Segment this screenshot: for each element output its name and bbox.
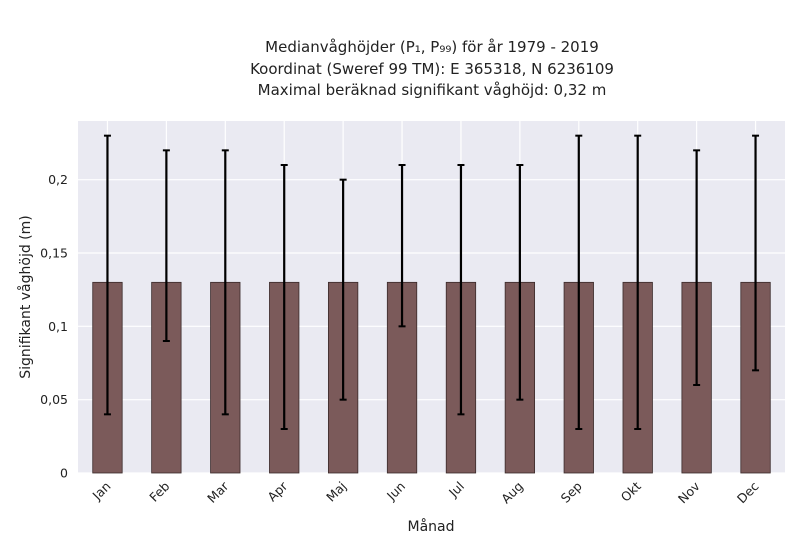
error-bars: [103, 134, 760, 430]
plot-area: [78, 121, 785, 473]
y-axis-label: Signifikant våghöjd (m): [17, 215, 34, 378]
chart-title-line-3: Maximal beräknad signifikant våghöjd: 0,…: [258, 81, 607, 99]
error-bar-sep: [575, 134, 583, 430]
chart-title-line-1: Medianvåghöjder (P₁, P₉₉) för år 1979 - …: [265, 38, 599, 56]
y-tick-label: 0,1: [48, 319, 68, 334]
x-tick-label: Jun: [383, 479, 408, 504]
bars: [92, 281, 771, 474]
y-tick-label: 0,15: [40, 246, 68, 261]
error-bar-maj: [339, 178, 347, 401]
error-bar-aug: [516, 164, 524, 401]
x-tick-label: Maj: [323, 479, 349, 505]
chart-title: Medianvåghöjder (P₁, P₉₉) för år 1979 - …: [250, 38, 614, 99]
y-tick-label: 0,2: [48, 172, 68, 187]
chart-title-line-2: Koordinat (Sweref 99 TM): E 365318, N 62…: [250, 60, 614, 78]
y-tick-label: 0,05: [40, 392, 68, 407]
x-tick-label: Jan: [89, 479, 114, 504]
error-bar-jan: [103, 134, 111, 416]
x-tick-label: Jul: [445, 479, 467, 501]
x-tick-label: Apr: [264, 478, 291, 505]
error-bar-okt: [634, 134, 642, 430]
x-axis-label: Månad: [408, 518, 455, 535]
x-axis-ticks: Jan Feb Mar Apr Maj Jun Jul Aug Sep Okt Nov Dec: [89, 478, 762, 506]
x-tick-label: Sep: [558, 478, 585, 505]
error-bar-jun: [398, 164, 406, 328]
x-tick-label: Okt: [618, 478, 644, 504]
x-tick-label: Feb: [146, 478, 172, 504]
error-bar-feb: [162, 149, 170, 342]
error-bar-nov: [693, 149, 701, 386]
error-bar-jul: [457, 164, 465, 416]
error-bar-mar: [221, 149, 229, 416]
y-axis-ticks: 0 0,05 0,1 0,15 0,2: [40, 172, 68, 480]
error-bar-dec: [752, 134, 760, 372]
x-tick-label: Dec: [734, 478, 762, 506]
error-bar-apr: [280, 164, 288, 430]
x-tick-label: Aug: [498, 479, 526, 507]
x-tick-label: Mar: [204, 478, 232, 506]
y-tick-label: 0: [60, 466, 68, 481]
x-tick-label: Nov: [675, 478, 703, 506]
